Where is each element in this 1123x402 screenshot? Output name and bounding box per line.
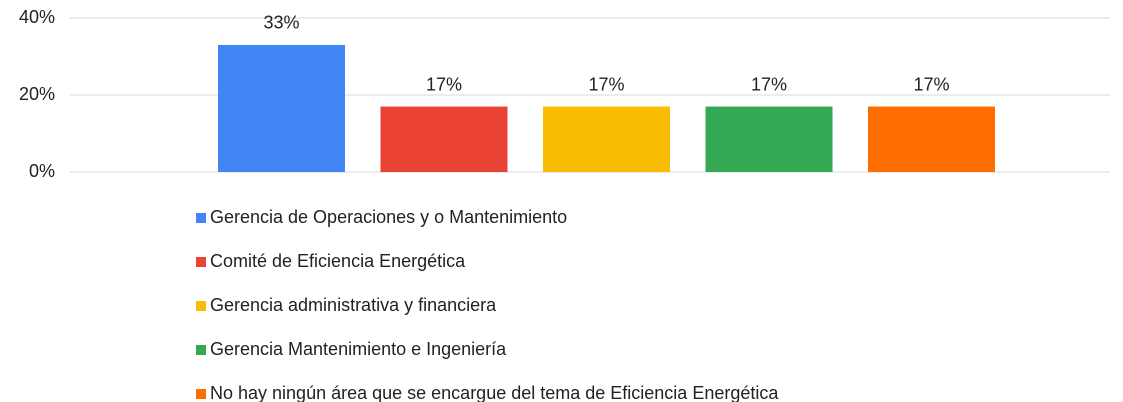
data-label: 17% <box>426 74 462 94</box>
bar <box>705 106 833 172</box>
legend-label: Gerencia Mantenimiento e Ingeniería <box>210 339 507 359</box>
y-tick-label: 0% <box>29 161 55 181</box>
legend-swatch <box>196 213 206 223</box>
y-tick-label: 20% <box>19 84 55 104</box>
legend-swatch <box>196 389 206 399</box>
legend-swatch <box>196 301 206 311</box>
legend-swatch <box>196 345 206 355</box>
bar <box>868 106 995 172</box>
legend-label: Gerencia de Operaciones y o Mantenimient… <box>210 207 567 227</box>
legend-label: No hay ningún área que se encargue del t… <box>210 383 779 402</box>
data-label: 17% <box>588 74 624 94</box>
legend-label: Comité de Eficiencia Energética <box>210 251 466 271</box>
legend-label: Gerencia administrativa y financiera <box>210 295 497 315</box>
data-label: 33% <box>263 13 299 33</box>
bar <box>218 44 345 173</box>
legend-swatch <box>196 257 206 267</box>
data-label: 17% <box>751 74 787 94</box>
data-label: 17% <box>913 74 949 94</box>
y-tick-label: 40% <box>19 7 55 27</box>
bar <box>543 106 670 172</box>
bar <box>380 106 508 172</box>
